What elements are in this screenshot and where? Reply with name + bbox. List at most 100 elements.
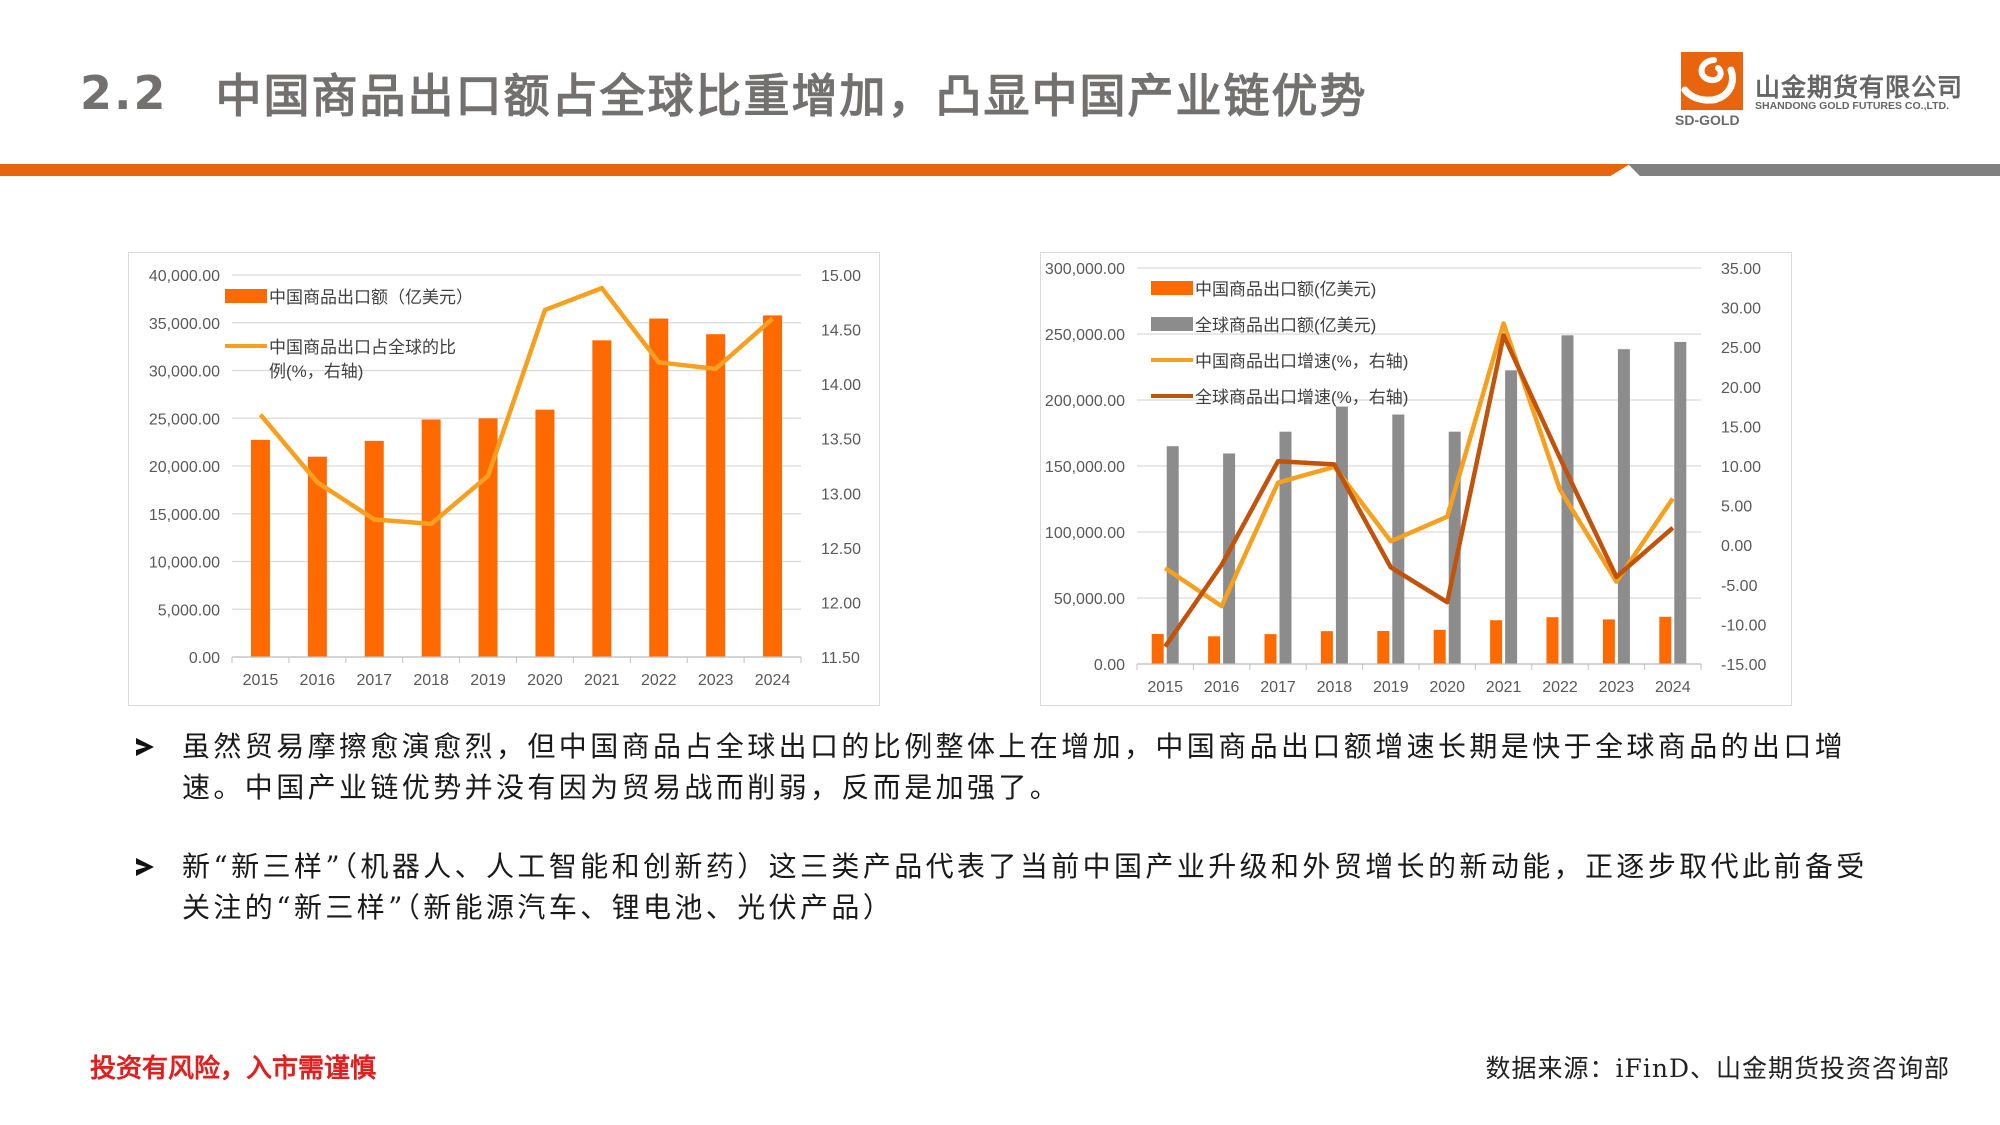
bar — [1674, 341, 1687, 664]
x-axis-label: 2024 — [755, 672, 791, 689]
risk-warning: 投资有风险，入市需谨慎 — [90, 1054, 377, 1084]
chart-china-vs-global-export: 0.00 50,000.00 100,000.00 150,000.00 200,000… — [1040, 252, 1792, 706]
title-text: 中国商品出口额占全球比重增加，凸显中国产业链优势 — [215, 69, 1368, 123]
legend-label: 中国商品出口增速(%，右轴) — [1195, 352, 1408, 371]
right-axis-tick: 20.00 — [1721, 380, 1761, 397]
bar — [1448, 431, 1461, 664]
bar — [1208, 636, 1221, 664]
right-axis-tick: 14.50 — [821, 323, 861, 340]
right-axis-tick: 11.50 — [821, 650, 860, 667]
x-axis-label: 2016 — [1204, 679, 1240, 696]
right-axis-tick: 10.00 — [1721, 459, 1761, 476]
right-axis-tick: 15.00 — [1721, 419, 1761, 436]
x-axis-label: 2015 — [243, 672, 279, 689]
x-axis-label: 2017 — [356, 672, 392, 689]
bar — [592, 340, 612, 657]
legend-label: 中国商品出口额（亿美元） — [269, 288, 473, 307]
x-axis-label: 2021 — [584, 672, 620, 689]
bullet-item: 新“新三样”（机器人、人工智能和创新药）这三类产品代表了当前中国产业升级和外贸增… — [132, 846, 1892, 928]
series-line — [1163, 333, 1675, 648]
left-axis-tick: 250,000.00 — [1045, 327, 1125, 344]
right-axis-tick: 12.00 — [821, 595, 861, 612]
legend-label: 例(%，右轴) — [269, 362, 363, 381]
bar — [1659, 616, 1672, 664]
chart-legend: 中国商品出口额(亿美元) 全球商品出口额(亿美元) 中国商品出口增速(%，右轴) 全球… — [1151, 280, 1408, 407]
x-axis-label: 2022 — [641, 672, 677, 689]
right-axis-tick: 12.50 — [821, 541, 861, 558]
chart-china-export-share-plot: 0.00 5,000.00 10,000.00 15,000.00 20,000.00 2… — [149, 268, 861, 689]
x-axis-label: 2018 — [413, 672, 449, 689]
right-axis-tick: 30.00 — [1721, 301, 1761, 318]
bullet-text: 虽然贸易摩擦愈演愈烈，但中国商品占全球出口的比例整体上在增加，中国商品出口额增速… — [182, 730, 1847, 804]
left-axis-tick: 5,000.00 — [158, 602, 220, 619]
bar — [1320, 631, 1333, 664]
right-axis-tick: 14.00 — [821, 377, 861, 394]
x-axis-label: 2024 — [1655, 679, 1691, 696]
legend-label: 中国商品出口占全球的比 — [269, 338, 456, 357]
bar — [1279, 431, 1292, 664]
left-axis-tick: 50,000.00 — [1054, 591, 1125, 608]
x-axis-label: 2016 — [300, 672, 336, 689]
right-axis-tick: 15.00 — [821, 268, 861, 285]
x-axis-label: 2019 — [470, 672, 506, 689]
left-axis-tick: 150,000.00 — [1045, 459, 1125, 476]
logo-en-name: SHANDONG GOLD FUTURES CO.,LTD. — [1755, 100, 1950, 112]
bar — [1546, 617, 1559, 664]
x-axis-label: 2022 — [1542, 679, 1578, 696]
right-axis-tick: 0.00 — [1721, 538, 1752, 555]
header-divider-gray — [1628, 164, 2000, 176]
company-logo: SD-GOLD 山金期货有限公司 SHANDONG GOLD FUTURES C… — [1675, 42, 1975, 132]
bar — [1505, 370, 1518, 664]
left-axis-tick: 25,000.00 — [149, 411, 220, 428]
bar — [1166, 446, 1179, 664]
bar — [649, 318, 669, 657]
bullet-arrow-icon — [136, 738, 154, 756]
bar — [1617, 349, 1630, 664]
right-axis-tick: 13.00 — [821, 486, 861, 503]
right-axis-tick: -5.00 — [1721, 578, 1758, 595]
bar — [763, 315, 783, 657]
legend-label: 中国商品出口额(亿美元) — [1195, 280, 1376, 299]
left-axis-tick: 40,000.00 — [149, 268, 220, 285]
bar — [535, 409, 555, 657]
x-axis-label: 2020 — [527, 672, 563, 689]
left-axis-tick: 0.00 — [189, 650, 220, 667]
left-axis-tick: 15,000.00 — [149, 507, 220, 524]
logo-cn-name: 山金期货有限公司 — [1755, 73, 1964, 102]
chart-china-vs-global-export-plot: 0.00 50,000.00 100,000.00 150,000.00 200,000… — [1045, 261, 1767, 696]
bullet-list: 虽然贸易摩擦愈演愈烈，但中国商品占全球出口的比例整体上在增加，中国商品出口额增速… — [132, 726, 1892, 928]
chart-china-export-share: 0.00 5,000.00 10,000.00 15,000.00 20,000.00 2… — [128, 252, 880, 706]
x-axis-label: 2019 — [1373, 679, 1409, 696]
bar — [421, 419, 441, 657]
bar — [250, 439, 270, 657]
bar — [364, 440, 384, 657]
left-axis-tick: 300,000.00 — [1045, 261, 1125, 278]
right-axis-tick: -10.00 — [1721, 617, 1766, 634]
bar — [1335, 406, 1348, 664]
series-line — [258, 285, 775, 527]
x-axis-label: 2018 — [1317, 679, 1353, 696]
left-axis-tick: 35,000.00 — [149, 316, 220, 333]
bar — [1264, 634, 1277, 664]
x-axis-label: 2023 — [698, 672, 734, 689]
bar — [1490, 620, 1503, 664]
left-axis-tick: 200,000.00 — [1045, 393, 1125, 410]
bullet-arrow-icon — [136, 858, 154, 876]
data-source: 数据来源：iFinD、山金期货投资咨询部 — [1485, 1054, 1950, 1083]
right-axis-tick: 25.00 — [1721, 340, 1761, 357]
x-axis-label: 2023 — [1599, 679, 1635, 696]
right-axis-tick: 35.00 — [1721, 261, 1761, 278]
x-axis-label: 2015 — [1147, 679, 1183, 696]
legend-label: 全球商品出口增速(%，右轴) — [1195, 388, 1408, 407]
header-divider-orange — [0, 164, 1630, 176]
bar — [1602, 619, 1615, 664]
logo-short-name: SD-GOLD — [1675, 112, 1740, 128]
left-axis-tick: 0.00 — [1094, 657, 1125, 674]
x-axis-label: 2021 — [1486, 679, 1522, 696]
bar — [1151, 633, 1164, 664]
bar — [706, 334, 726, 657]
bar — [1433, 629, 1446, 664]
series-line — [1163, 321, 1675, 609]
left-axis-tick: 20,000.00 — [149, 459, 220, 476]
